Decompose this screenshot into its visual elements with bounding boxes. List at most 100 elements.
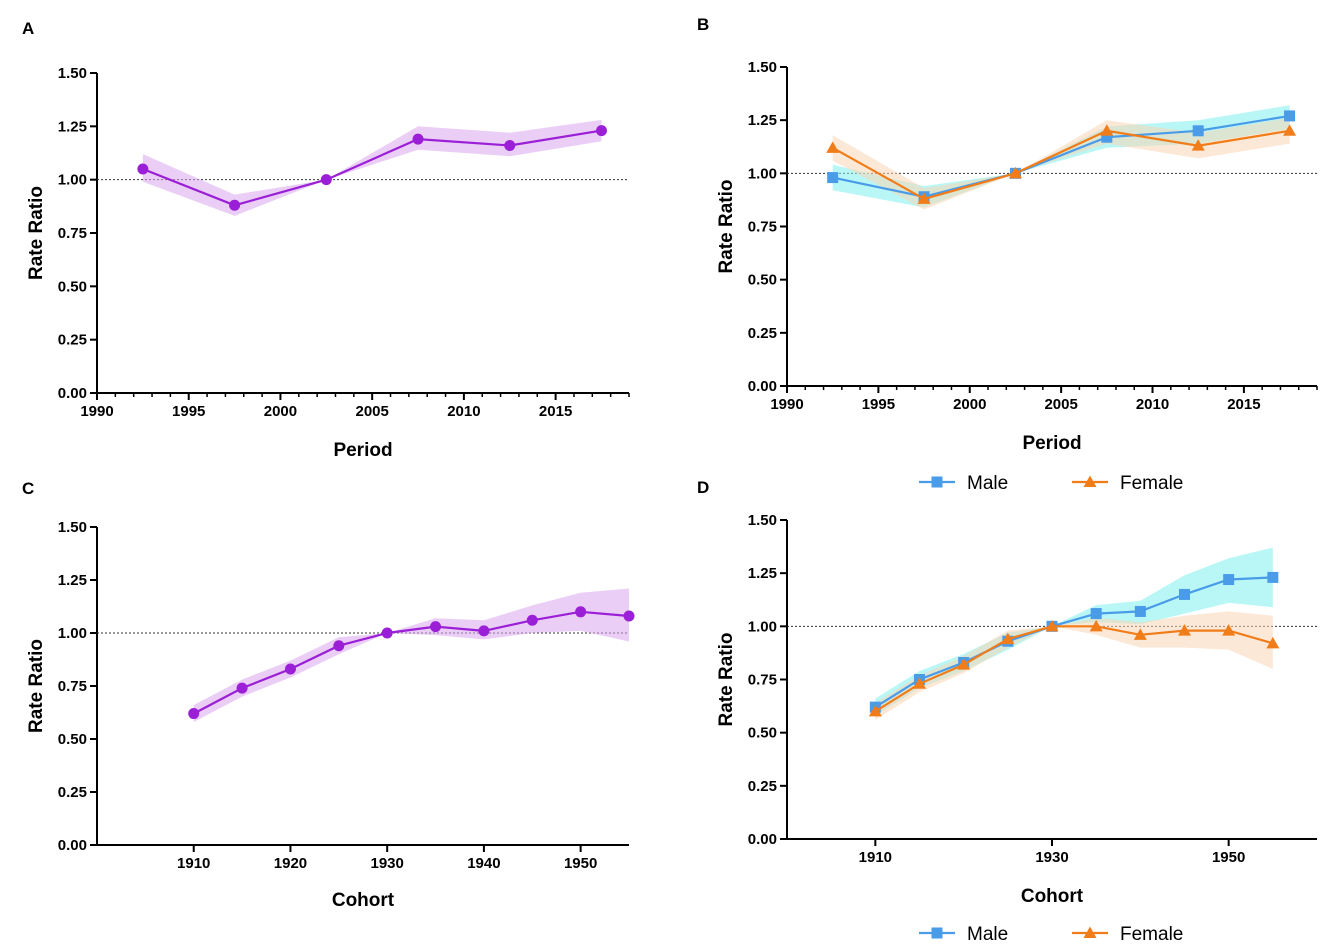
data-point-all: [229, 199, 241, 211]
y-tick-label: 1.00: [58, 625, 87, 642]
data-point-all: [284, 663, 296, 675]
x-axis-title: Period: [1022, 433, 1081, 454]
x-tick-label: 1995: [862, 396, 895, 413]
data-point-all: [412, 133, 424, 145]
y-tick-label: 1.00: [748, 165, 777, 182]
x-tick-label: 1995: [172, 403, 205, 420]
y-axis-title: Rate Ratio: [26, 639, 47, 733]
series-line-female: [874, 625, 1274, 713]
legend-label-male: Male: [967, 924, 1008, 945]
data-point-all: [188, 708, 200, 720]
data-point-male: [1223, 574, 1235, 586]
data-point-all: [137, 163, 149, 175]
data-point-all: [236, 682, 248, 694]
panel-c: C 0.00 0.25 0.50 0.75 1.00 1.25 1.50 1910 1920 193…: [22, 479, 635, 911]
confidence-band-female: [832, 118, 1290, 210]
x-tick-label: 1940: [467, 855, 500, 872]
x-tick-label: 1990: [770, 396, 803, 413]
series-line-all: [142, 129, 602, 207]
data-point-all: [595, 125, 607, 137]
data-point-all: [381, 627, 393, 639]
y-axis-title: Rate Ratio: [26, 186, 47, 280]
series-line-male: [874, 576, 1273, 709]
y-tick-label: 1.50: [748, 59, 777, 76]
data-point-female: [1008, 166, 1022, 179]
x-tick-label: 1950: [564, 855, 597, 872]
data-point-female: [868, 704, 882, 717]
y-tick-label: 0.75: [748, 219, 777, 236]
data-point-all: [575, 606, 587, 618]
panel-label: C: [22, 479, 34, 498]
y-tick-label: 1.25: [748, 565, 777, 582]
data-point-male: [1192, 125, 1204, 137]
y-tick-label: 0.25: [748, 325, 777, 342]
panel-label: B: [697, 15, 709, 34]
legend-marker-male: [931, 476, 943, 488]
x-tick-label: 2000: [953, 396, 986, 413]
data-point-female: [1266, 636, 1280, 649]
data-point-male: [1101, 131, 1113, 143]
data-point-male: [1284, 110, 1296, 122]
x-tick-label: 1920: [274, 855, 307, 872]
series-line-all: [193, 610, 630, 715]
data-point-female: [1178, 624, 1191, 636]
confidence-band-male: [875, 547, 1273, 716]
data-point-male: [1267, 571, 1279, 583]
x-axis-title: Period: [333, 440, 392, 461]
y-axis-title: Rate Ratio: [716, 633, 737, 727]
y-axis-title: Rate Ratio: [716, 180, 737, 274]
data-point-male: [1179, 588, 1190, 600]
confidence-band-all: [142, 119, 602, 216]
x-tick-label: 1930: [1035, 849, 1068, 866]
data-point-female: [1089, 619, 1103, 632]
y-tick-label: 0.00: [58, 837, 87, 854]
y-tick-label: 0.25: [58, 332, 87, 349]
data-point-male: [827, 172, 839, 184]
y-tick-label: 0.00: [748, 378, 777, 395]
x-tick-label: 2005: [355, 403, 388, 420]
x-tick-label: 1990: [80, 403, 113, 420]
data-point-female: [1191, 139, 1205, 151]
panel-label: A: [22, 19, 34, 38]
panel-d: D 0.00 0.25 0.50 0.75 1.00 1.25 1.50 1910 1930 195…: [697, 478, 1317, 945]
data-point-female: [1283, 124, 1297, 136]
x-tick-label: 2010: [1136, 396, 1169, 413]
data-point-all: [430, 621, 442, 633]
data-point-all: [478, 625, 490, 637]
x-tick-label: 1930: [370, 855, 403, 872]
y-tick-label: 1.00: [748, 618, 777, 635]
data-point-male: [1090, 608, 1102, 620]
y-tick-label: 0.50: [748, 725, 777, 742]
y-tick-label: 1.25: [748, 112, 777, 129]
y-tick-label: 1.25: [58, 572, 87, 589]
y-tick-label: 1.50: [58, 519, 87, 536]
data-point-all: [333, 640, 345, 652]
confidence-band-female: [875, 611, 1273, 720]
x-tick-label: 1910: [859, 849, 892, 866]
data-point-all: [623, 610, 635, 622]
y-tick-label: 1.50: [748, 512, 777, 529]
x-tick-label: 2000: [264, 403, 297, 420]
x-tick-label: 2015: [1227, 396, 1260, 413]
data-point-female: [957, 658, 971, 670]
y-tick-label: 0.75: [748, 672, 777, 689]
legend-label-male: Male: [967, 473, 1008, 494]
confidence-band-all: [193, 588, 629, 722]
y-tick-label: 0.50: [58, 278, 87, 295]
legend-label-female: Female: [1120, 924, 1183, 945]
legend-marker-female: [1083, 475, 1097, 487]
legend-marker-male: [931, 927, 943, 939]
panel-b: B 0.00 0.25 0.50 0.75 1.00 1.25 1.50 1990 1995 200…: [697, 15, 1318, 494]
series-line-female: [832, 129, 1290, 201]
y-tick-label: 1.00: [58, 172, 87, 189]
x-tick-label: 1910: [177, 855, 210, 872]
legend-marker-female: [1083, 926, 1097, 938]
y-tick-label: 0.50: [58, 731, 87, 748]
y-tick-label: 0.75: [58, 225, 87, 242]
x-tick-label: 2010: [447, 403, 480, 420]
x-tick-label: 2005: [1044, 396, 1077, 413]
legend-label-female: Female: [1120, 473, 1183, 494]
data-point-male: [1134, 605, 1146, 617]
data-point-female: [913, 677, 926, 689]
